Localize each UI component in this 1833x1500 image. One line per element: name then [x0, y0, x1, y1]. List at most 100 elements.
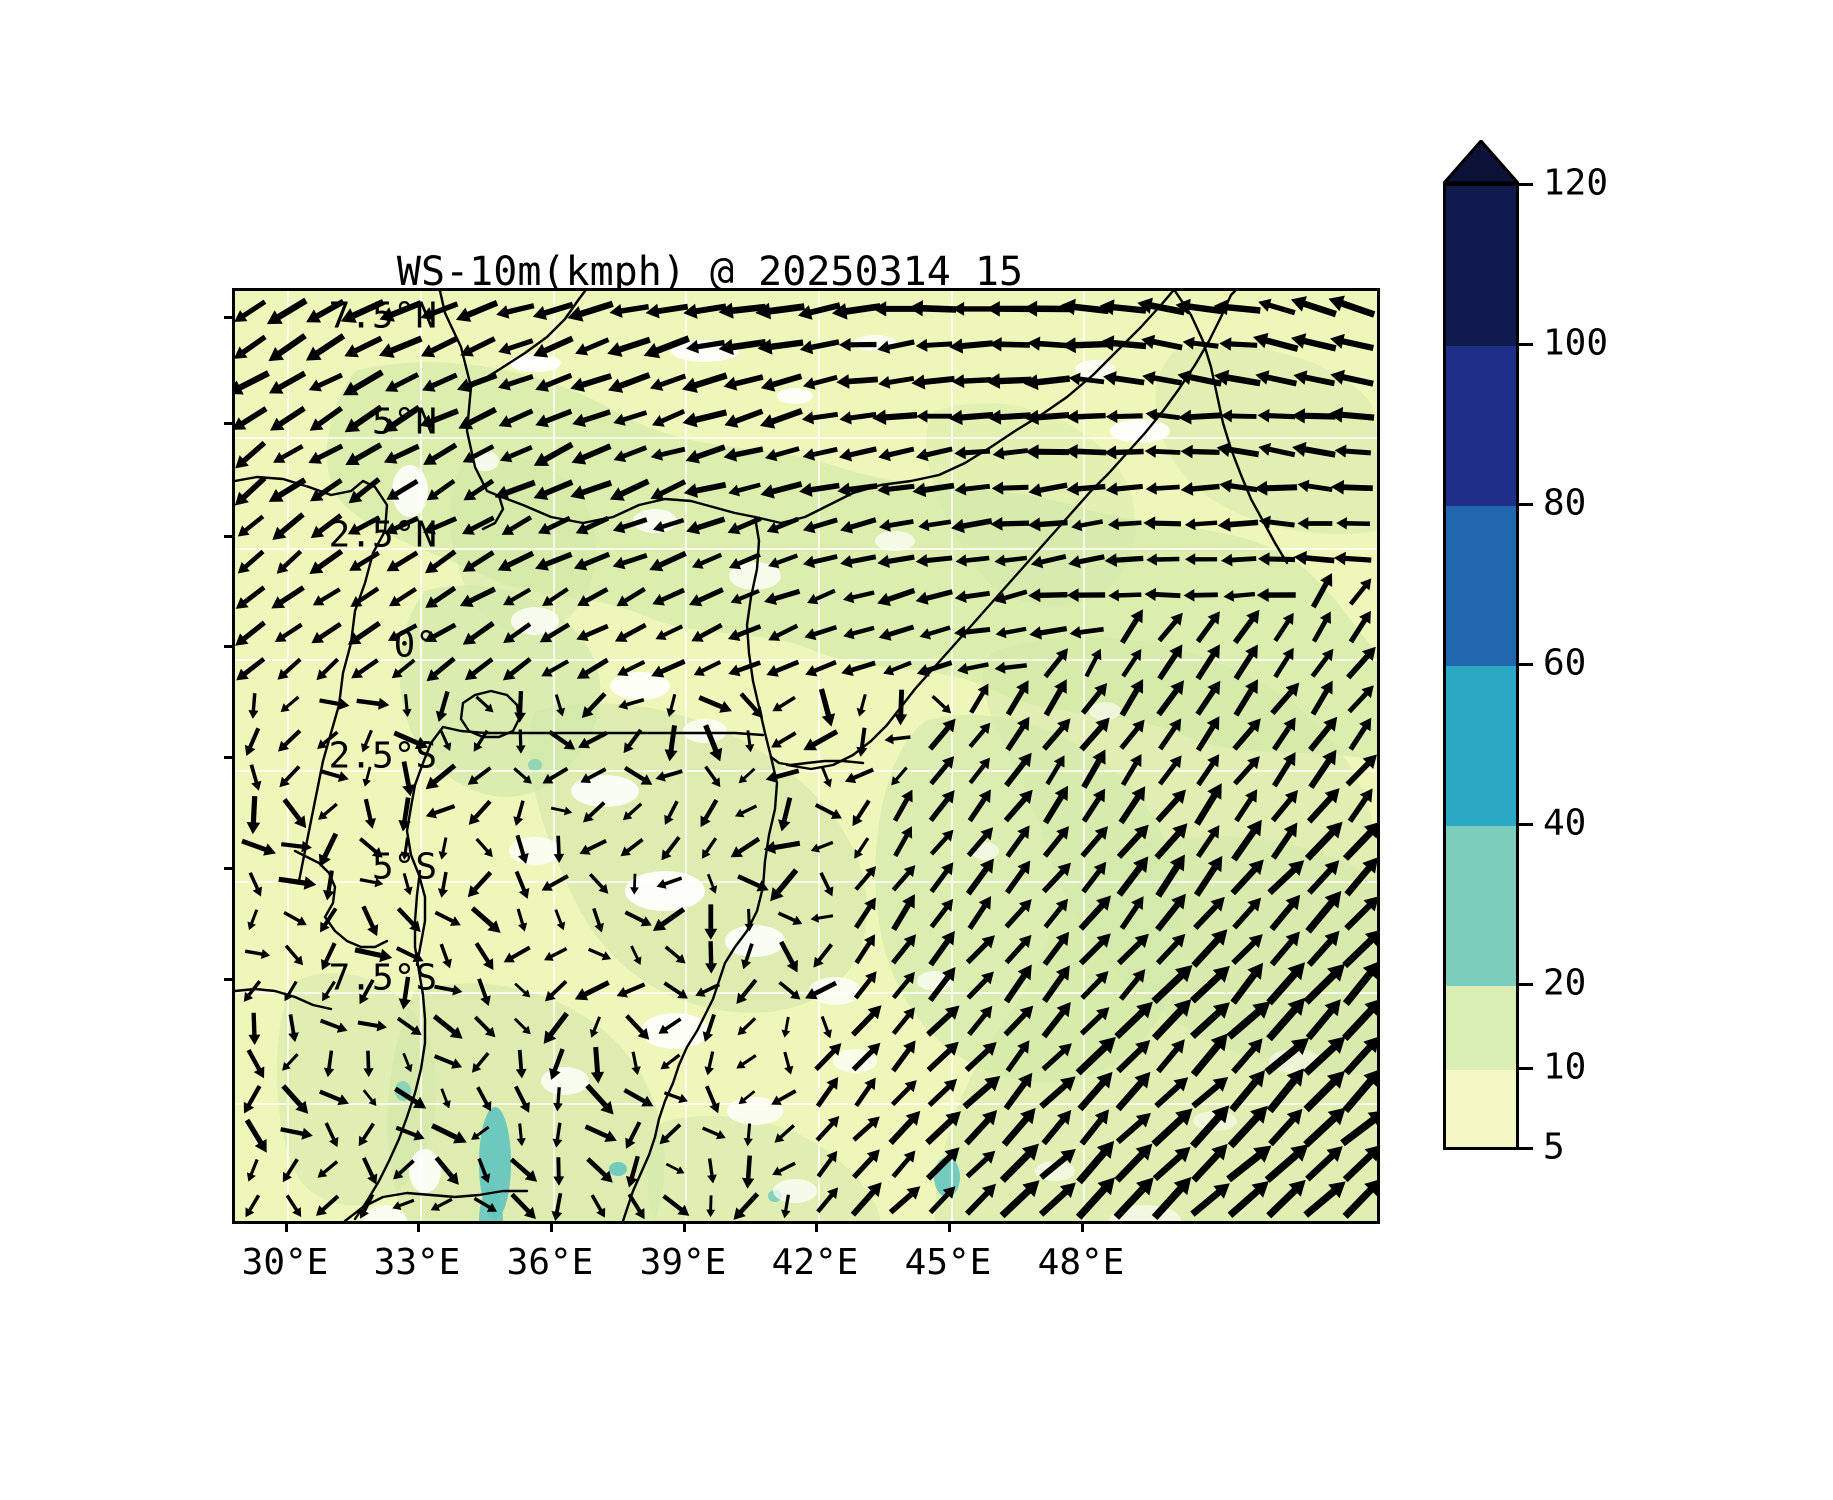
wind-arrow [1291, 333, 1337, 352]
wind-arrow [1226, 1145, 1272, 1183]
wind-arrow [768, 553, 799, 569]
wind-arrow [652, 409, 686, 427]
wind-arrow [804, 625, 838, 641]
wind-arrow [1104, 445, 1144, 460]
wind-arrow [737, 1017, 757, 1036]
wind-arrow [928, 790, 955, 822]
wind-arrow [235, 299, 267, 322]
wind-arrow [312, 587, 341, 606]
xtick-label-36e: 36°E [506, 1242, 594, 1283]
wind-arrow [402, 1052, 413, 1073]
wind-arrow [1344, 896, 1377, 931]
wind-arrow [344, 404, 383, 433]
wind-arrow [1190, 1033, 1228, 1077]
wind-arrow [1003, 964, 1032, 1004]
wind-arrow [1043, 648, 1068, 679]
wind-arrow [627, 1193, 645, 1220]
wind-arrow [425, 549, 457, 574]
wind-arrow [616, 587, 646, 607]
wind-arrow [660, 1053, 681, 1070]
wind-arrow [235, 440, 267, 469]
wind-arrow [515, 834, 529, 864]
wind-arrow [1042, 785, 1068, 825]
colorbar-label-120: 120 [1543, 162, 1609, 204]
wind-arrow [969, 683, 989, 714]
wind-arrow [928, 930, 955, 967]
wind-arrow [990, 517, 1030, 531]
wind-arrow [400, 837, 410, 860]
wind-arrow [270, 405, 306, 431]
wind-arrow [851, 1005, 882, 1037]
wind-arrow [1342, 930, 1377, 969]
wind-arrow [1219, 337, 1258, 351]
wind-arrow [473, 729, 489, 752]
wind-arrow [533, 441, 574, 466]
wind-arrow [467, 766, 492, 785]
colorbar-band-60-80 [1446, 506, 1516, 666]
wind-arrow [498, 374, 534, 391]
map-plot-area[interactable] [232, 288, 1380, 1224]
wind-arrow [361, 905, 379, 937]
wind-arrow [349, 550, 380, 571]
wind-arrow [1191, 929, 1228, 968]
wind-arrow [891, 971, 915, 1000]
wind-arrow [509, 1157, 538, 1182]
wind-arrow [1114, 1143, 1153, 1183]
wind-arrow [607, 336, 651, 357]
wind-arrow [779, 940, 798, 973]
wind-arrow [766, 659, 800, 677]
wind-arrow [1193, 896, 1225, 930]
wind-arrow [760, 481, 803, 499]
wind-arrow [362, 766, 372, 787]
wind-arrow [948, 409, 994, 426]
wind-arrow [666, 693, 677, 717]
wind-arrow [317, 730, 339, 749]
wind-arrow [398, 976, 411, 1010]
wind-arrow [535, 372, 573, 392]
wind-arrow [1151, 965, 1193, 1005]
wind-arrow [515, 1049, 527, 1079]
wind-arrow [1342, 1000, 1377, 1041]
wind-arrow [1310, 680, 1333, 716]
wind-arrow [738, 1090, 756, 1105]
wind-arrow [877, 587, 916, 606]
wind-arrow [778, 981, 801, 1000]
wind-arrow [1038, 1182, 1076, 1217]
wind-arrow [1272, 717, 1296, 751]
wind-arrow [728, 660, 761, 677]
wind-arrow [1213, 299, 1261, 316]
wind-arrow [691, 552, 723, 569]
wind-arrow [738, 767, 756, 784]
wind-arrow [664, 945, 686, 964]
colorbar-tick [1519, 663, 1533, 666]
wind-arrow [1342, 1070, 1377, 1113]
wind-arrow [743, 1123, 753, 1147]
colorbar[interactable]: 120 100 80 60 40 20 10 5 [1443, 140, 1608, 1168]
wind-arrow [807, 588, 836, 605]
wind-arrow [856, 727, 868, 757]
wind-arrow [1310, 648, 1334, 678]
wind-arrow [395, 946, 424, 962]
wind-arrow [384, 515, 420, 535]
wind-arrow [347, 621, 381, 645]
wind-arrow [623, 1088, 654, 1107]
wind-arrow [241, 838, 276, 856]
wind-arrow [269, 370, 307, 394]
wind-arrow [426, 656, 456, 682]
xtick-label-30e: 30°E [241, 1242, 329, 1283]
wind-arrow [837, 482, 878, 497]
wind-arrow [1272, 752, 1296, 788]
wind-arrow [1190, 1002, 1230, 1039]
wind-arrow [358, 1122, 375, 1147]
wind-arrow [1075, 1177, 1115, 1220]
wind-arrow [1066, 588, 1106, 602]
wind-arrow [385, 372, 420, 392]
wind-arrow [957, 662, 989, 675]
wind-arrow [718, 338, 767, 356]
wind-arrow [424, 622, 457, 642]
wind-arrow [1190, 965, 1230, 1004]
colorbar-gradient [1443, 183, 1519, 1150]
title-line-variable: WS-10m(kmph) @ 20250314_15 [396, 249, 1024, 295]
xtick-label-48e: 48°E [1037, 1242, 1125, 1283]
wind-arrow [576, 623, 609, 641]
